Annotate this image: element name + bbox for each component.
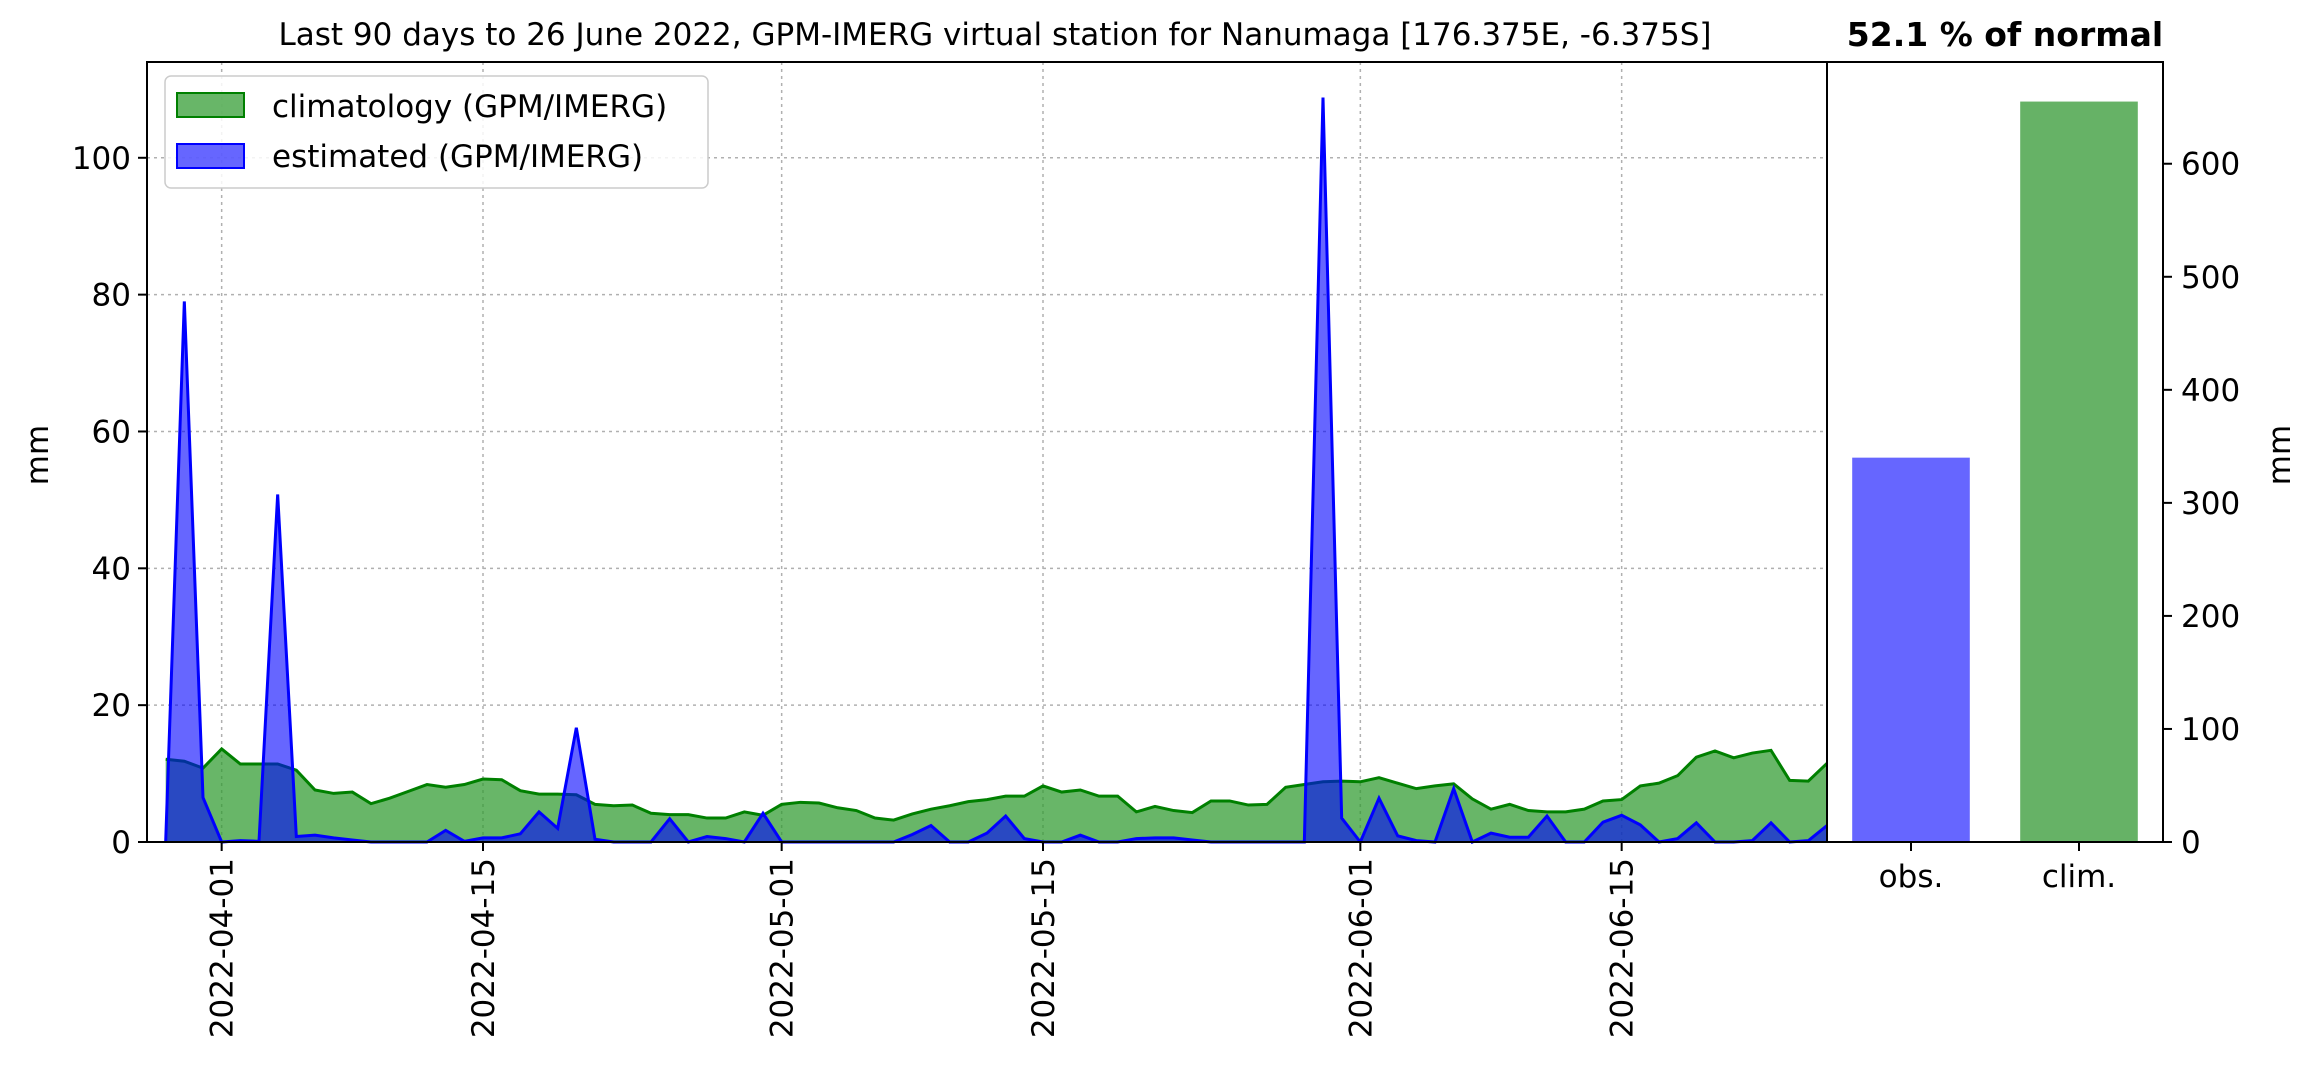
total-bar-panel: 0 100 200 300 400 500 600 obs. clim. [1826, 61, 2240, 895]
timeseries-x-ticks: 2022-04-01 2022-04-15 2022-05-01 2022-05-15… [205, 842, 1641, 1038]
legend-climatology-swatch [176, 92, 245, 118]
bar-x-ticks: obs. clim. [1879, 842, 2116, 895]
x-tick-label: 2022-05-01 [765, 858, 801, 1038]
bar-x-tick-label: obs. [1879, 859, 1944, 895]
y-tick-label: 80 [92, 278, 131, 314]
right-y-axis-label: mm [2262, 425, 2298, 485]
bar-y-tick-label: 400 [2181, 373, 2240, 409]
bar-y-tick-label: 300 [2181, 486, 2240, 522]
total-bars [1852, 101, 2138, 843]
chart-title: Last 90 days to 26 June 2022, GPM-IMERG … [278, 17, 1711, 53]
bar-clim [2020, 101, 2138, 843]
estimated-area [165, 97, 1827, 842]
bar-y-ticks: 0 100 200 300 400 500 600 [2163, 147, 2240, 861]
x-tick-label: 2022-04-01 [205, 858, 241, 1038]
legend-estimated-label: estimated (GPM/IMERG) [272, 139, 643, 175]
bar-obs [1852, 457, 1970, 842]
bar-y-tick-label: 600 [2181, 147, 2240, 183]
x-tick-label: 2022-05-15 [1026, 858, 1062, 1038]
left-y-axis-label: mm [20, 425, 56, 485]
bar-y-tick-label: 500 [2181, 260, 2240, 296]
timeseries-panel: 0 20 40 60 80 100 2022-04-01 2022-04-15 2022-05… [72, 61, 1829, 1038]
bar-x-tick-label: clim. [2042, 859, 2116, 895]
estimated-line [164, 97, 1828, 845]
legend-climatology-label: climatology (GPM/IMERG) [272, 89, 667, 125]
bar-y-tick-label: 200 [2181, 599, 2240, 635]
legend: climatology (GPM/IMERG) estimated (GPM/I… [164, 75, 709, 189]
x-tick-label: 2022-06-15 [1605, 858, 1641, 1038]
bar-y-tick-label: 0 [2181, 825, 2201, 861]
percent-of-normal-label: 52.1 % of normal [1847, 15, 2163, 54]
x-tick-label: 2022-06-01 [1343, 858, 1379, 1038]
timeseries-y-ticks: 0 20 40 60 80 100 [72, 141, 147, 861]
x-tick-label: 2022-04-15 [466, 858, 502, 1038]
y-tick-label: 40 [92, 551, 131, 587]
y-tick-label: 0 [111, 825, 131, 861]
y-tick-label: 20 [92, 688, 131, 724]
bar-y-tick-label: 100 [2181, 712, 2240, 748]
y-tick-label: 100 [72, 141, 131, 177]
y-tick-label: 60 [92, 414, 131, 450]
legend-frame [164, 75, 709, 189]
legend-estimated-swatch [176, 143, 245, 169]
climatology-line [165, 746, 1829, 822]
bar-axes-frame [1826, 61, 2164, 843]
